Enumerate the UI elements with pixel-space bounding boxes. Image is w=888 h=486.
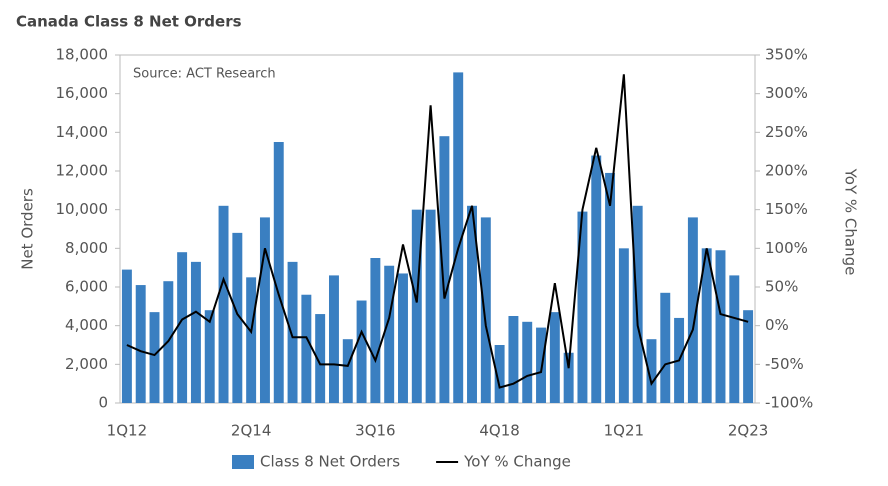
bar bbox=[605, 172, 616, 403]
bar bbox=[287, 261, 298, 403]
bar bbox=[577, 211, 588, 403]
bar bbox=[453, 72, 464, 404]
bar bbox=[384, 265, 395, 403]
bar bbox=[177, 252, 188, 403]
bar bbox=[149, 312, 160, 403]
y-tick-label: 16,000 bbox=[56, 84, 109, 102]
bar bbox=[342, 339, 353, 403]
y-tick-label: 10,000 bbox=[56, 200, 109, 218]
y-tick-label: 4,000 bbox=[65, 316, 108, 334]
bar bbox=[259, 217, 270, 403]
bar bbox=[536, 327, 547, 403]
bar bbox=[439, 136, 450, 403]
bar bbox=[715, 250, 726, 403]
legend-swatch bbox=[232, 455, 254, 469]
bar bbox=[743, 310, 754, 403]
y-tick-label: 6,000 bbox=[65, 278, 108, 296]
bar bbox=[687, 217, 698, 403]
bar bbox=[204, 310, 215, 403]
y2-tick-label: 250% bbox=[765, 123, 808, 141]
y-tick-label: 18,000 bbox=[56, 46, 109, 64]
bar bbox=[522, 321, 533, 403]
bar bbox=[328, 275, 339, 403]
x-tick-label: 4Q18 bbox=[479, 422, 519, 440]
y2-tick-label: -50% bbox=[765, 355, 804, 373]
bar bbox=[135, 285, 146, 403]
bar bbox=[356, 300, 367, 403]
bar bbox=[370, 258, 381, 403]
y2-tick-label: 150% bbox=[765, 200, 808, 218]
bar bbox=[563, 352, 574, 403]
plot-frame bbox=[119, 54, 756, 404]
bar bbox=[121, 269, 132, 403]
bar bbox=[508, 316, 519, 403]
y2-tick-label: 100% bbox=[765, 239, 808, 257]
bar bbox=[549, 312, 560, 403]
legend-label: YoY % Change bbox=[463, 453, 571, 471]
y-tick-label: 12,000 bbox=[56, 162, 109, 180]
bar bbox=[632, 205, 643, 403]
legend-label: Class 8 Net Orders bbox=[260, 453, 400, 471]
y2-tick-label: 50% bbox=[765, 278, 798, 296]
x-tick-label: 3Q16 bbox=[355, 422, 395, 440]
bar bbox=[425, 209, 436, 403]
y2-tick-label: 300% bbox=[765, 84, 808, 102]
y2-tick-label: -100% bbox=[765, 394, 813, 412]
x-tick-label: 1Q21 bbox=[604, 422, 644, 440]
bar bbox=[591, 155, 602, 403]
y-tick-label: 8,000 bbox=[65, 239, 108, 257]
bar bbox=[701, 248, 712, 403]
bar bbox=[660, 292, 671, 403]
line bbox=[126, 74, 749, 389]
chart-title: Canada Class 8 Net Orders bbox=[16, 13, 242, 31]
bar bbox=[246, 277, 257, 403]
bar bbox=[273, 142, 284, 403]
x-tick-label: 2Q14 bbox=[231, 422, 271, 440]
y2-tick-label: 350% bbox=[765, 46, 808, 64]
bar bbox=[480, 217, 491, 403]
bar bbox=[190, 261, 201, 403]
bar bbox=[494, 345, 505, 403]
bar bbox=[411, 209, 422, 403]
bar bbox=[467, 205, 477, 403]
y-axis-title: Net Orders bbox=[19, 188, 37, 270]
bar bbox=[218, 205, 229, 403]
y2-axis-title: YoY % Change bbox=[842, 168, 860, 276]
bar bbox=[301, 294, 312, 403]
y-tick-label: 2,000 bbox=[65, 355, 108, 373]
y2-tick-label: 200% bbox=[765, 162, 808, 180]
y-tick-label: 14,000 bbox=[56, 123, 109, 141]
annotation: Source: ACT Research bbox=[133, 67, 276, 82]
bar bbox=[232, 232, 243, 403]
bar bbox=[398, 273, 408, 403]
bar bbox=[646, 339, 657, 403]
x-tick-label: 1Q12 bbox=[107, 422, 147, 440]
x-tick-label: 2Q23 bbox=[728, 422, 768, 440]
bar bbox=[315, 314, 326, 403]
bar bbox=[729, 275, 740, 403]
bar bbox=[618, 248, 629, 403]
y2-tick-label: 0% bbox=[765, 316, 789, 334]
y-tick-label: 0 bbox=[98, 394, 108, 412]
